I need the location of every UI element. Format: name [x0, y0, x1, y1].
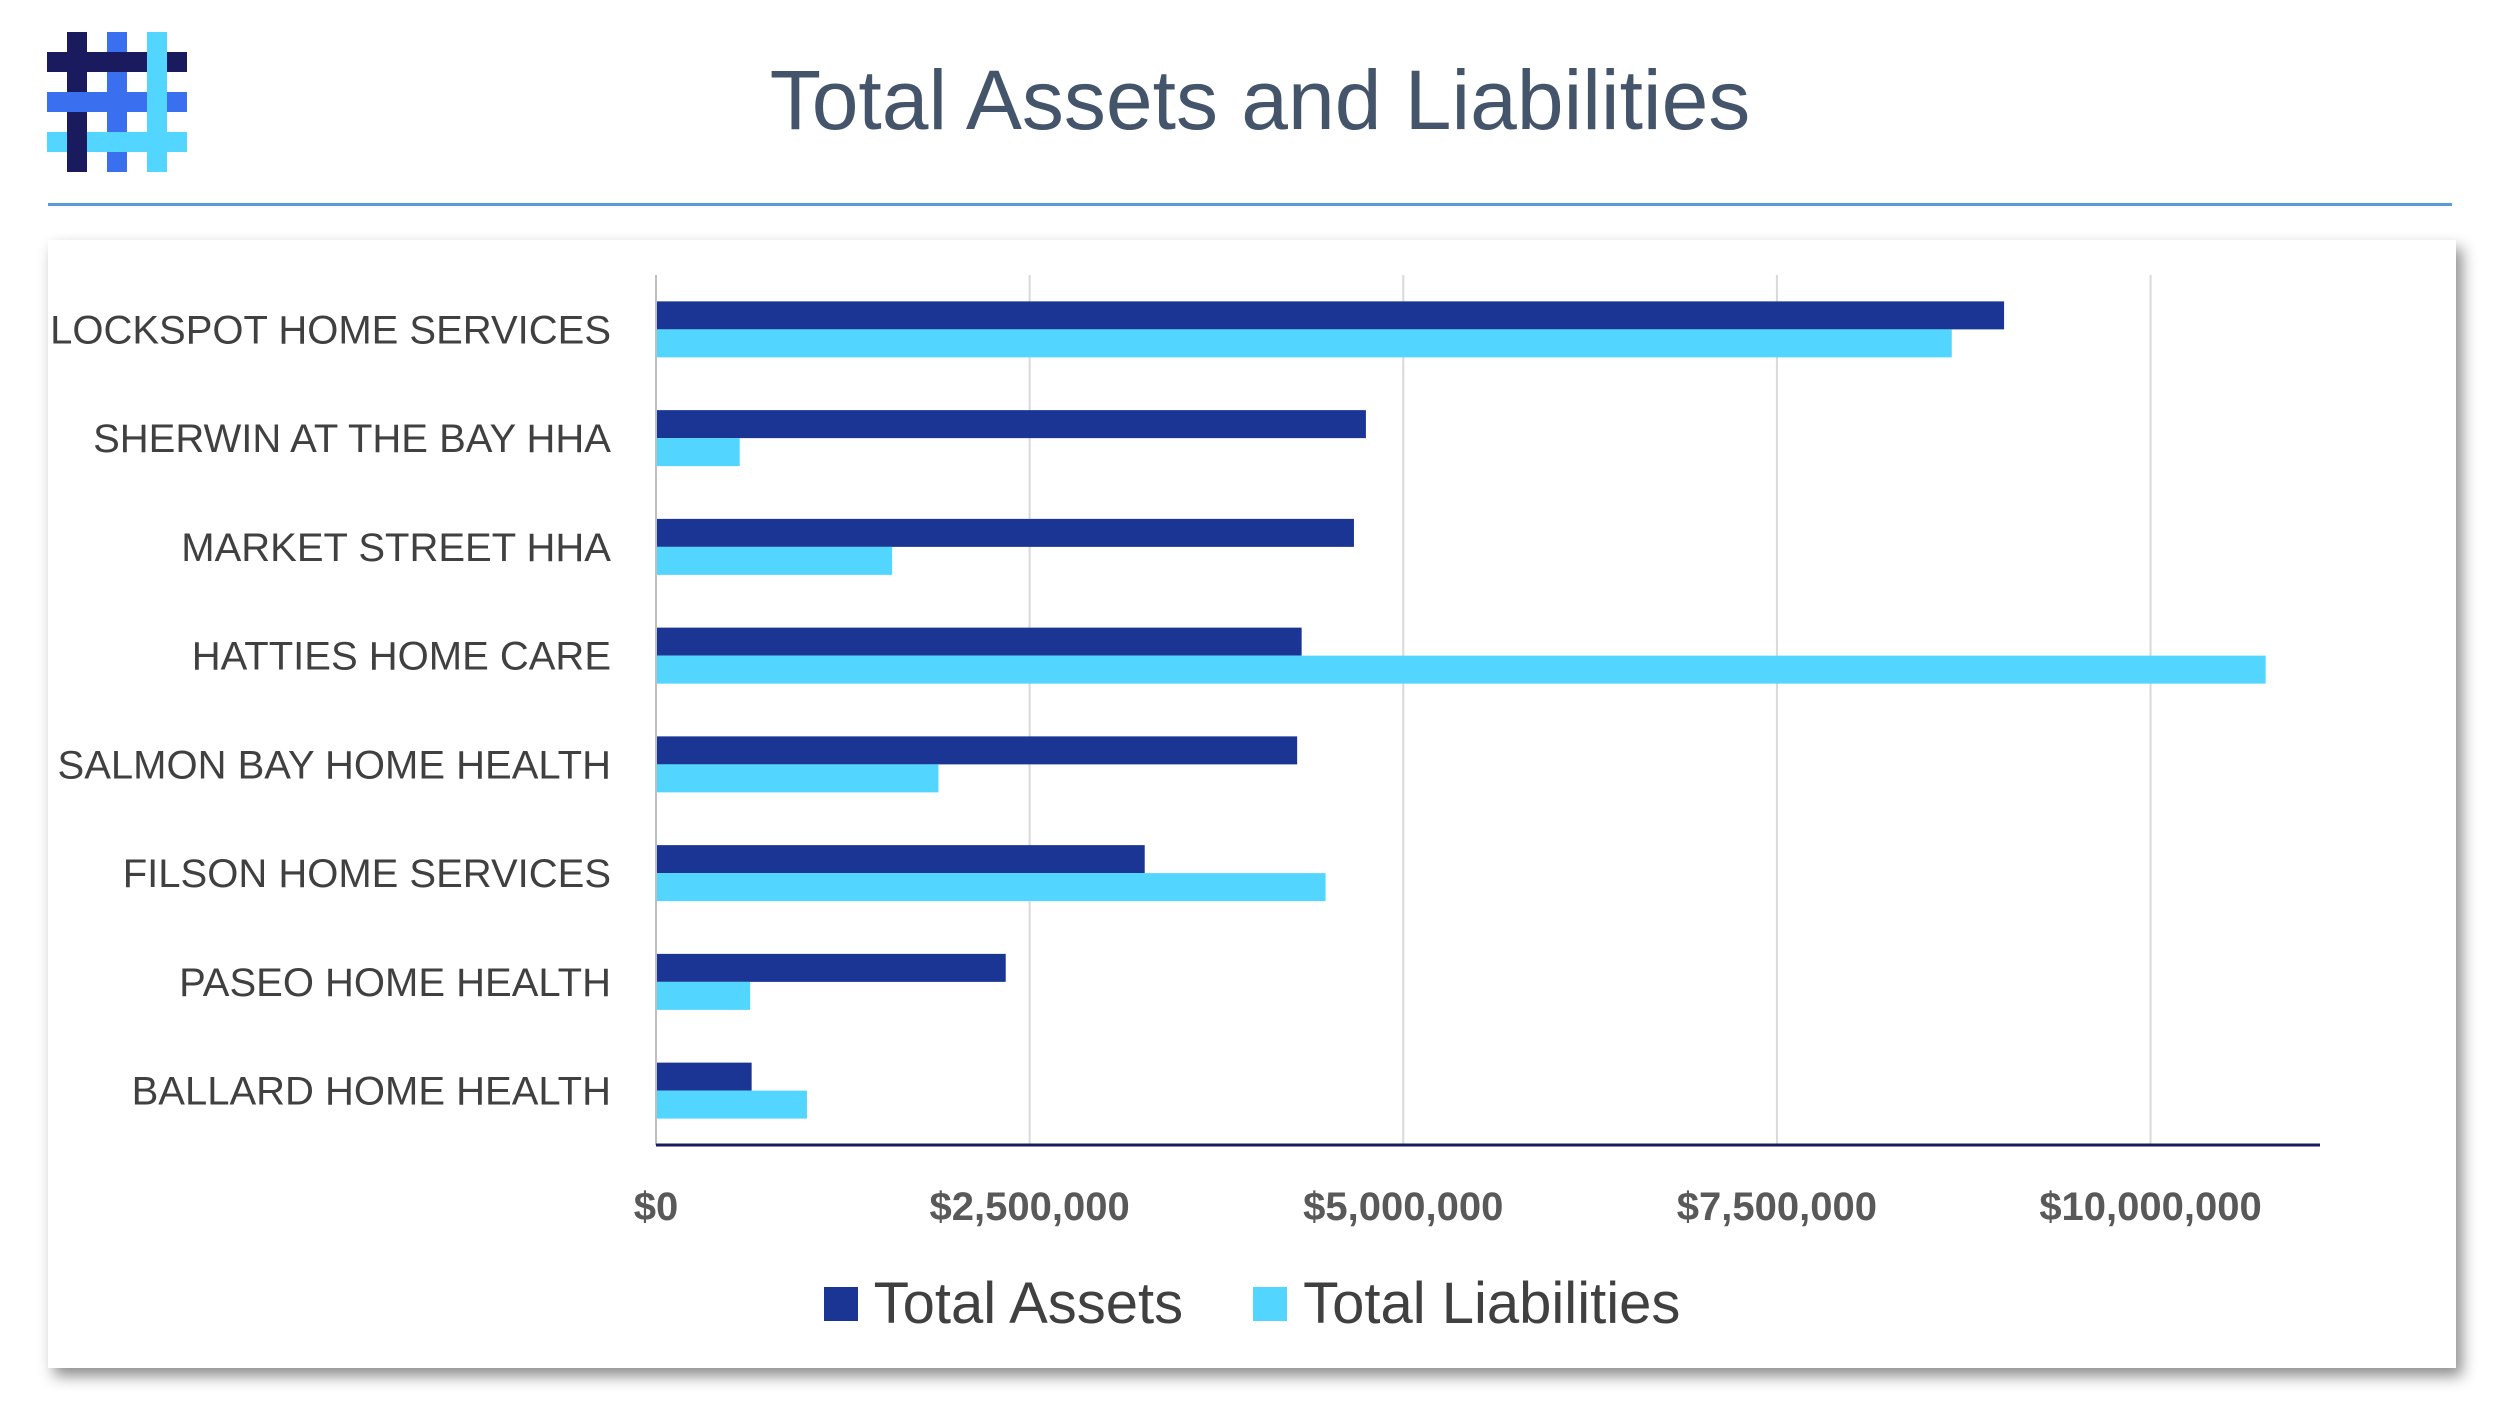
x-tick-label: $10,000,000 [2039, 1185, 2261, 1229]
category-label: BALLARD HOME HEALTH [132, 1070, 611, 1114]
bar-total-liabilities [656, 438, 740, 467]
bar-total-assets [656, 518, 1354, 547]
chart-legend: Total Assets Total Liabilities [48, 1270, 2456, 1337]
bar-total-assets [656, 1062, 752, 1091]
bar-chart: $0 $2,500,000 $5,000,000 $7,500,000 $10,000,… [50, 275, 2320, 1229]
category-label: LOCKSPOT HOME SERVICES [50, 308, 611, 352]
x-tick-label: $0 [634, 1185, 679, 1229]
x-tick-label: $5,000,000 [1303, 1185, 1503, 1229]
category-label: FILSON HOME SERVICES [123, 852, 611, 896]
bar-total-assets [656, 736, 1298, 765]
bar-total-assets [656, 301, 2005, 330]
category-label: SHERWIN AT THE BAY HHA [93, 417, 611, 461]
bar-total-assets [656, 627, 1302, 656]
bar-total-assets [656, 410, 1366, 439]
bar-total-liabilities [656, 1090, 807, 1119]
category-label: HATTIES HOME CARE [192, 635, 611, 679]
bar-total-liabilities [656, 764, 939, 793]
category-label: PASEO HOME HEALTH [179, 961, 611, 1005]
legend-item: Total Assets [823, 1270, 1184, 1337]
x-tick-label: $2,500,000 [930, 1185, 1130, 1229]
page-title: Total Assets and Liabilities [769, 53, 1751, 147]
legend-swatch [1253, 1286, 1288, 1321]
bar-total-liabilities [656, 873, 1326, 902]
legend-label: Total Assets [873, 1271, 1184, 1336]
bar-total-liabilities [656, 329, 1952, 358]
bar-total-liabilities [656, 546, 893, 575]
hashtag-lattice-logo-icon [47, 32, 187, 172]
legend-item: Total Liabilities [1253, 1270, 1680, 1337]
bar-total-assets [656, 953, 1006, 982]
legend-swatch [823, 1286, 858, 1321]
category-label: SALMON BAY HOME HEALTH [58, 743, 611, 787]
bar-total-liabilities [656, 655, 2266, 684]
logo [45, 30, 195, 180]
legend-label: Total Liabilities [1303, 1271, 1681, 1336]
category-label: MARKET STREET HHA [181, 526, 611, 570]
bar-total-liabilities [656, 981, 751, 1010]
title-divider [48, 203, 2452, 206]
bar-total-assets [656, 845, 1145, 874]
x-tick-label: $7,500,000 [1677, 1185, 1877, 1229]
chart-card: $0 $2,500,000 $5,000,000 $7,500,000 $10,000,… [48, 240, 2456, 1368]
